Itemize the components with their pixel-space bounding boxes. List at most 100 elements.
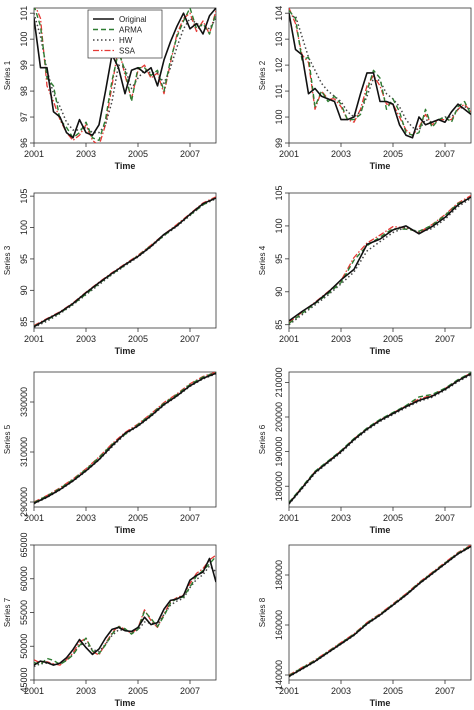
y-tick-label: 190000 bbox=[274, 437, 284, 467]
series-line-ssa bbox=[289, 372, 471, 504]
y-tick-label: 97 bbox=[19, 112, 29, 122]
y-tick-label: 100 bbox=[19, 220, 29, 235]
y-tick-label: 310000 bbox=[19, 437, 29, 467]
series-line-arma bbox=[34, 196, 216, 327]
y-tick-label: 180000 bbox=[274, 560, 284, 590]
x-tick-label: 2003 bbox=[331, 513, 351, 523]
y-tick-label: 105 bbox=[274, 185, 284, 200]
y-tick-label: 105 bbox=[19, 189, 29, 204]
x-tick-label: 2001 bbox=[279, 686, 299, 696]
x-axis-title: Time bbox=[115, 525, 136, 535]
x-tick-label: 2005 bbox=[128, 513, 148, 523]
panel-5: 2001 2003 2005 2007 Time 290000 310000 330000 Se… bbox=[3, 371, 217, 535]
panel-8: 2001 2003 2005 2007 Time 140000 160000 180000 Se… bbox=[258, 544, 472, 708]
y-tick-label: 60000 bbox=[19, 566, 29, 591]
series-line-arma bbox=[289, 372, 471, 503]
y-tick-label: 100 bbox=[274, 110, 284, 125]
x-tick-label: 2001 bbox=[24, 149, 44, 159]
x-tick-label: 2005 bbox=[383, 513, 403, 523]
y-tick-label: 104 bbox=[274, 6, 284, 21]
panel-6: 2001 2003 2005 2007 Time 180000 190000 200000 21… bbox=[258, 367, 472, 535]
legend-label-original: Original bbox=[119, 15, 147, 24]
y-axis-title: Series 7 bbox=[3, 597, 12, 627]
x-tick-label: 2005 bbox=[383, 149, 403, 159]
y-tick-label: 99 bbox=[19, 60, 29, 70]
plot-frame bbox=[288, 7, 472, 144]
x-tick-label: 2003 bbox=[331, 334, 351, 344]
series-line-arma bbox=[289, 10, 471, 136]
x-axis-title: Time bbox=[115, 698, 136, 708]
y-tick-label: 50000 bbox=[19, 634, 29, 659]
y-tick-label: 85 bbox=[19, 317, 29, 327]
plot-frame bbox=[33, 371, 217, 508]
y-tick-label: 95 bbox=[19, 254, 29, 264]
x-tick-label: 2001 bbox=[24, 686, 44, 696]
series-line-original bbox=[289, 196, 471, 322]
series-line-hw bbox=[289, 374, 471, 505]
y-tick-label: 95 bbox=[274, 254, 284, 264]
x-tick-label: 2003 bbox=[331, 149, 351, 159]
plot-frame bbox=[33, 544, 217, 681]
y-tick-label: 140000 bbox=[274, 660, 284, 690]
y-tick-label: 290000 bbox=[19, 487, 29, 517]
series-line-hw bbox=[289, 15, 471, 131]
x-tick-label: 2001 bbox=[279, 513, 299, 523]
y-tick-label: 200000 bbox=[274, 402, 284, 432]
y-axis-title: Series 2 bbox=[258, 60, 267, 90]
plot-frame bbox=[288, 544, 472, 681]
y-axis-title: Series 1 bbox=[3, 60, 12, 90]
series-line-hw bbox=[34, 12, 216, 134]
y-tick-label: 65000 bbox=[19, 532, 29, 557]
x-tick-label: 2003 bbox=[76, 513, 96, 523]
series-line-ssa bbox=[34, 372, 216, 503]
series-line-original bbox=[289, 545, 471, 677]
x-tick-label: 2003 bbox=[76, 686, 96, 696]
plot-frame bbox=[33, 192, 217, 329]
series-line-hw bbox=[34, 565, 216, 668]
x-tick-label: 2007 bbox=[180, 686, 200, 696]
panel-4: 2001 2003 2005 2007 Time 85 90 95 100 105 Series 4 bbox=[258, 185, 472, 356]
panel-3: 2001 2003 2005 2007 Time 85 90 95 100 105 Series 3 bbox=[3, 189, 217, 356]
plot-frame bbox=[288, 371, 472, 508]
y-tick-label: 90 bbox=[19, 285, 29, 295]
y-axis-title: Series 6 bbox=[258, 424, 267, 454]
series-line-ssa bbox=[34, 554, 216, 666]
x-tick-label: 2007 bbox=[180, 149, 200, 159]
y-tick-label: 98 bbox=[19, 86, 29, 96]
series-line-arma bbox=[34, 372, 216, 504]
y-tick-label: 103 bbox=[274, 32, 284, 47]
panel-7: 2001 2003 2005 2007 Time 45000 50000 55000 60000… bbox=[3, 532, 217, 708]
x-axis-title: Time bbox=[370, 346, 391, 356]
y-tick-label: 101 bbox=[274, 84, 284, 99]
series-line-arma bbox=[289, 196, 471, 324]
y-tick-label: 102 bbox=[274, 58, 284, 73]
y-tick-label: 45000 bbox=[19, 667, 29, 692]
y-tick-label: 330000 bbox=[19, 387, 29, 417]
series-line-original bbox=[34, 372, 216, 505]
legend-label-ssa: SSA bbox=[119, 47, 136, 56]
y-tick-label: 90 bbox=[274, 287, 284, 297]
x-tick-label: 2005 bbox=[383, 686, 403, 696]
x-tick-label: 2007 bbox=[180, 334, 200, 344]
series-line-ssa bbox=[289, 8, 471, 136]
x-tick-label: 2005 bbox=[128, 686, 148, 696]
y-tick-label: 210000 bbox=[274, 367, 284, 397]
x-tick-label: 2007 bbox=[435, 334, 455, 344]
y-tick-label: 96 bbox=[19, 138, 29, 148]
plot-frame bbox=[288, 192, 472, 329]
x-tick-label: 2007 bbox=[180, 513, 200, 523]
x-tick-label: 2005 bbox=[128, 149, 148, 159]
panel-2: 2001 2003 2005 2007 Time 99 100 101 102 103 104 Ser… bbox=[258, 6, 472, 171]
x-tick-label: 2003 bbox=[76, 149, 96, 159]
series-line-original bbox=[34, 8, 216, 139]
panel-1: 2001 2003 2005 2007 Time 96 97 98 99 100 101 Series… bbox=[3, 6, 217, 171]
y-axis-title: Series 4 bbox=[258, 245, 267, 275]
y-tick-label: 180000 bbox=[274, 471, 284, 501]
series-line-hw bbox=[34, 198, 216, 328]
series-line-original bbox=[289, 13, 471, 139]
x-tick-label: 2007 bbox=[435, 686, 455, 696]
x-tick-label: 2005 bbox=[128, 334, 148, 344]
